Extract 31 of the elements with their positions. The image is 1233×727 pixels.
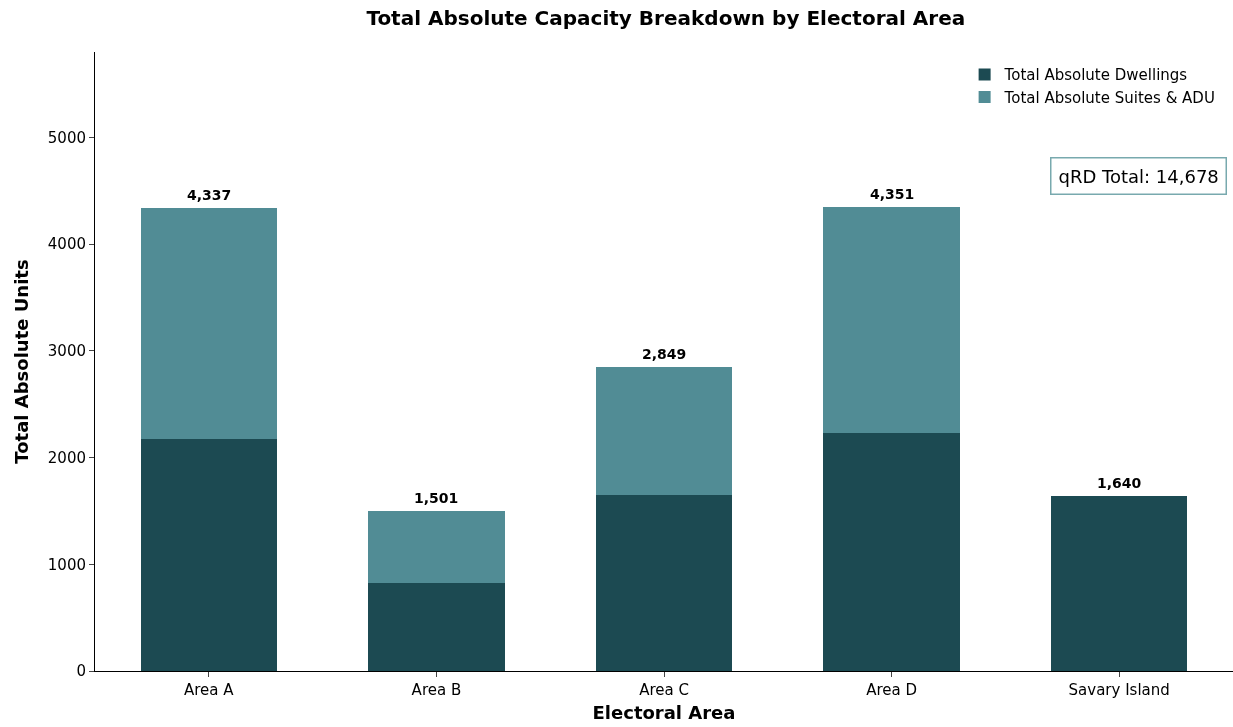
y-tick-label: 1000	[47, 555, 86, 574]
y-tick-label: 0	[76, 662, 86, 681]
total-label: 4,351	[870, 186, 915, 202]
y-tick-label: 5000	[47, 128, 86, 147]
x-tick-label: Area B	[411, 681, 462, 699]
bar	[595, 366, 733, 495]
annotation: qRD Total: 14,678	[1058, 165, 1219, 187]
y-tick-label: 2000	[47, 448, 86, 467]
legend-label: Total Absolute Dwellings	[1003, 66, 1188, 85]
total-label: 2,849	[642, 346, 687, 362]
bar	[140, 208, 278, 440]
bar	[823, 433, 960, 671]
bar	[140, 439, 278, 671]
x-axis-title: Electoral Area	[592, 702, 736, 724]
total-label: 1,640	[1097, 475, 1142, 491]
x-tick-label: Savary Island	[1068, 681, 1170, 699]
legend-label: Total Absolute Suites & ADU	[1003, 88, 1215, 107]
x-tick-label: Area C	[639, 681, 689, 699]
y-axis-title: Total Absolute Units	[11, 259, 33, 464]
total-label: 1,501	[414, 490, 459, 506]
bar	[368, 510, 505, 584]
x-tick-label: Area D	[866, 681, 918, 699]
x-tick-label: Area A	[184, 681, 235, 699]
total-label: 4,337	[187, 187, 232, 203]
bar	[1050, 495, 1188, 671]
bar	[823, 206, 960, 434]
chart-title: Total Absolute Capacity Breakdown by Electoral Area	[366, 5, 966, 30]
y-tick-label: 3000	[47, 342, 86, 361]
bar	[368, 583, 505, 671]
y-tick-label: 4000	[47, 235, 86, 254]
bar	[595, 494, 733, 671]
